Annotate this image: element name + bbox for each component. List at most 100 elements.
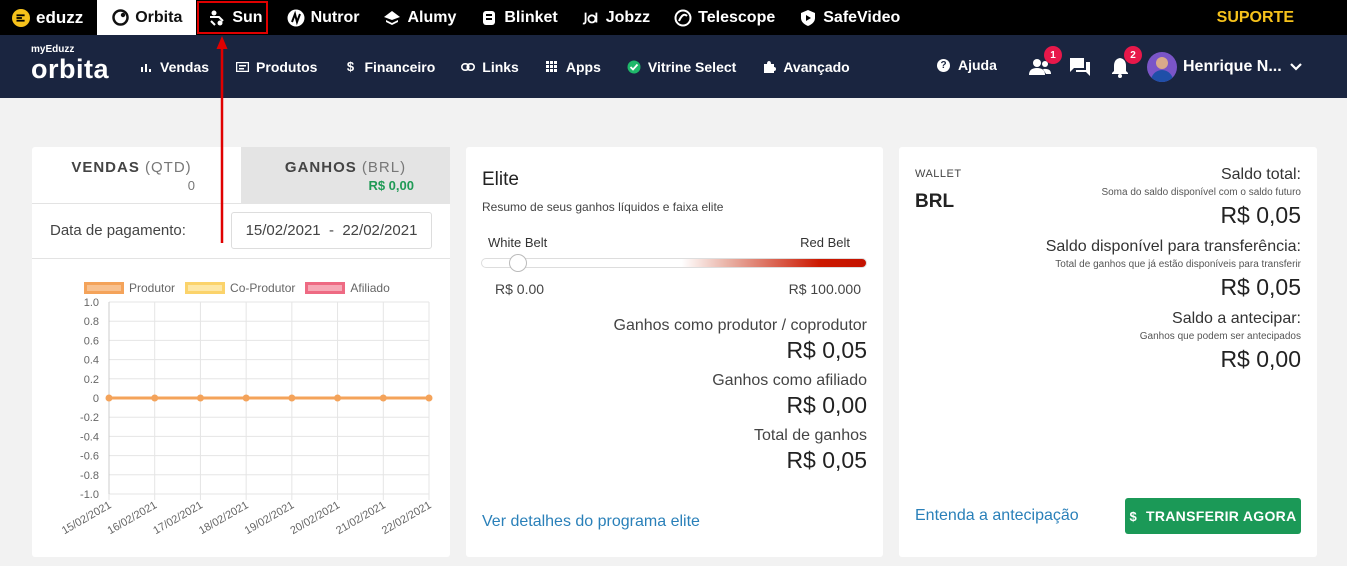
eduzz-brand[interactable]: eduzz — [0, 0, 97, 35]
topbar-item-label: Sun — [232, 8, 263, 26]
legend-label: Co-Produtor — [230, 281, 296, 295]
legend-item-afiliado[interactable]: Afiliado — [305, 281, 390, 295]
stat-label: Ganhos como produtor / coprodutor — [613, 317, 867, 334]
orbita-logo[interactable]: myEduzz orbita — [31, 45, 109, 84]
topbar-item-jobzz[interactable]: Jobzz — [570, 0, 662, 35]
chevron-down-icon — [1289, 63, 1302, 71]
nav-item-label: Apps — [565, 58, 601, 75]
nav-item-vitrine-select[interactable]: Vitrine Select — [627, 59, 736, 75]
y-tick-label: 0.6 — [84, 335, 99, 347]
dollar-icon: $ — [346, 59, 355, 74]
topbar-item-alumy[interactable]: Alumy — [371, 0, 468, 35]
tab-ganhos-value: R$ 0,00 — [368, 178, 414, 193]
y-tick-label: -0.6 — [80, 451, 99, 463]
date-range-input[interactable]: 15/02/2021 - 22/02/2021 — [231, 212, 432, 249]
data-point[interactable] — [196, 394, 204, 402]
data-point[interactable] — [425, 394, 433, 402]
transfer-now-button[interactable]: $ TRANSFERIR AGORA — [1125, 498, 1301, 534]
stat-value: R$ 0,05 — [786, 447, 867, 473]
y-tick-label: -0.8 — [80, 470, 99, 482]
sales-tabs: VENDAS (QTD) 0 GANHOS (BRL) R$ 0,00 — [32, 147, 450, 204]
chart-bars-icon — [139, 60, 153, 74]
topbar-item-nutror[interactable]: Nutror — [275, 0, 372, 35]
eduzz-logo-icon — [12, 8, 30, 27]
nav-item-links[interactable]: Links — [461, 59, 519, 75]
y-tick-label: 1.0 — [84, 297, 99, 309]
elite-subtitle: Resumo de seus ganhos líquidos e faixa e… — [482, 200, 724, 214]
belt-right-label: Red Belt — [800, 235, 850, 250]
chat-icon — [1070, 58, 1090, 76]
tab-vendas-title: VENDAS (QTD) — [22, 159, 241, 176]
wallet-card: WALLET BRL Saldo total: Soma do saldo di… — [899, 147, 1317, 557]
legend-item-produtor[interactable]: Produtor — [84, 281, 175, 295]
users-badge: 1 — [1044, 46, 1062, 64]
date-separator-text: - — [329, 222, 334, 239]
elite-details-link[interactable]: Ver detalhes do programa elite — [482, 513, 700, 530]
top-app-bar: eduzz Orbita Sun Nutror Alumy Blinket — [0, 0, 1347, 35]
data-point[interactable] — [379, 394, 387, 402]
legend-item-coprodutor[interactable]: Co-Produtor — [185, 281, 295, 295]
balance-total: Saldo total: Soma do saldo disponível co… — [1101, 166, 1301, 229]
legend-swatch-produtor — [84, 282, 124, 294]
topbar-item-sun[interactable]: Sun — [196, 0, 274, 35]
y-tick-label: -0.4 — [80, 431, 99, 443]
topbar-item-label: Jobzz — [605, 8, 651, 26]
help-link[interactable]: ? Ajuda — [937, 57, 997, 73]
users-button[interactable]: 1 — [1028, 46, 1062, 79]
data-point[interactable] — [242, 394, 250, 402]
nav-item-financeiro[interactable]: $ Financeiro — [343, 59, 435, 75]
earnings-line-chart: 1.0 0.8 0.6 0.4 0.2 0 -0.2 -0.4 -0.6 -0.8 -1.015/0… — [60, 297, 434, 537]
sales-card: VENDAS (QTD) 0 GANHOS (BRL) R$ 0,00 Data… — [32, 147, 450, 557]
data-point[interactable] — [151, 394, 159, 402]
x-tick-label: 16/02/2021 — [106, 499, 160, 537]
nav-item-vendas[interactable]: Vendas — [139, 59, 209, 75]
stat-value: R$ 0,05 — [786, 337, 867, 363]
balance-value: R$ 0,05 — [1220, 274, 1301, 300]
balance-value: R$ 0,05 — [1220, 202, 1301, 228]
anticipation-info-link[interactable]: Entenda a antecipação — [915, 507, 1079, 524]
topbar-item-safevideo[interactable]: SafeVideo — [787, 0, 912, 35]
topbar-item-blinket[interactable]: Blinket — [468, 0, 569, 35]
stat-producer-earnings: Ganhos como produtor / coprodutor R$ 0,0… — [614, 317, 867, 364]
data-point[interactable] — [334, 394, 342, 402]
topbar-item-label: Alumy — [407, 8, 457, 26]
transfer-button-label: TRANSFERIR AGORA — [1146, 508, 1297, 524]
nav-item-apps[interactable]: Apps — [545, 59, 601, 75]
card-icon — [235, 60, 249, 74]
nav-item-produtos[interactable]: Produtos — [235, 59, 317, 75]
bell-icon — [1112, 57, 1128, 78]
help-icon: ? — [937, 58, 950, 72]
user-menu[interactable]: Henrique N... — [1147, 52, 1302, 82]
range-max-label: R$ 100.000 — [788, 281, 861, 297]
legend-label: Afiliado — [350, 281, 390, 295]
data-point[interactable] — [288, 394, 296, 402]
data-point[interactable] — [105, 394, 113, 402]
elite-progress-knob — [509, 254, 527, 272]
nav-item-label: Vitrine Select — [647, 58, 737, 75]
nav-item-label: Financeiro — [364, 58, 436, 75]
topbar-item-label: Blinket — [504, 8, 558, 26]
support-link[interactable]: SUPORTE — [1216, 8, 1294, 26]
topbar-item-telescope[interactable]: Telescope — [662, 0, 787, 35]
y-tick-label: 0.2 — [84, 374, 99, 386]
topbar-item-orbita[interactable]: Orbita — [97, 0, 197, 35]
wallet-currency: BRL — [915, 191, 955, 212]
balance-subtitle: Ganhos que podem ser antecipados — [1139, 331, 1301, 342]
notifications-badge: 2 — [1124, 46, 1142, 64]
alumy-icon — [383, 9, 401, 27]
tab-ganhos[interactable]: GANHOS (BRL) R$ 0,00 — [241, 147, 450, 204]
telescope-icon — [674, 9, 692, 27]
x-tick-label: 21/02/2021 — [334, 499, 388, 537]
elite-card: Elite Resumo de seus ganhos líquidos e f… — [466, 147, 883, 557]
messages-button[interactable] — [1068, 55, 1092, 79]
notifications-button[interactable]: 2 — [1108, 46, 1142, 79]
belt-left-label: White Belt — [488, 235, 548, 250]
nav-menu: Vendas Produtos $ Financeiro Links Apps … — [139, 35, 876, 98]
nav-item-avancado[interactable]: Avançado — [762, 59, 850, 75]
elite-title: Elite — [482, 169, 519, 190]
tab-vendas-label: VENDAS — [71, 159, 140, 176]
y-tick-label: 0 — [93, 393, 99, 405]
user-name: Henrique N... — [1183, 58, 1282, 75]
tab-vendas[interactable]: VENDAS (QTD) 0 — [32, 147, 241, 204]
x-tick-label: 20/02/2021 — [288, 499, 342, 537]
